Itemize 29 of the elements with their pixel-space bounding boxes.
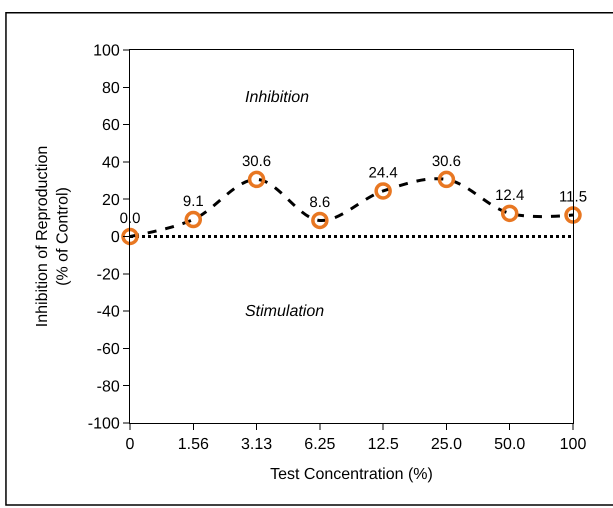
y-tick-label: 0 bbox=[110, 229, 120, 246]
y-tick-label: 80 bbox=[102, 80, 120, 97]
data-label: 12.4 bbox=[495, 186, 524, 204]
y-axis-title: Inhibition of Reproduction (% of Control) bbox=[34, 146, 72, 328]
y-tick-label: 60 bbox=[102, 117, 120, 134]
y-tick-label: 100 bbox=[93, 42, 120, 60]
y-tick-label: 40 bbox=[102, 154, 120, 172]
data-label: 24.4 bbox=[368, 164, 398, 182]
y-tick-label: -20 bbox=[96, 266, 120, 284]
annotation: Stimulation bbox=[245, 303, 324, 320]
data-label: 8.6 bbox=[309, 194, 330, 211]
x-tick-label: 100 bbox=[560, 436, 586, 454]
x-tick-label: 25.0 bbox=[430, 436, 462, 454]
y-tick-label: -100 bbox=[88, 416, 120, 433]
x-tick-label: 6.25 bbox=[304, 436, 336, 454]
x-axis-title: Test Concentration (%) bbox=[270, 466, 433, 483]
y-tick-label: 20 bbox=[102, 192, 120, 209]
x-tick-label: 12.5 bbox=[368, 436, 399, 454]
x-tick-label: 50.0 bbox=[494, 436, 526, 454]
data-label: 30.6 bbox=[242, 152, 272, 170]
y-tick-label: -60 bbox=[96, 341, 120, 358]
x-tick-label: 0 bbox=[126, 436, 135, 454]
data-label: 9.1 bbox=[182, 193, 204, 210]
y-tick-label: -80 bbox=[96, 378, 120, 396]
x-tick-label: 1.56 bbox=[178, 436, 209, 454]
y-tick-label: -40 bbox=[96, 304, 120, 321]
annotation: Inhibition bbox=[245, 89, 310, 106]
data-label: 30.6 bbox=[432, 152, 462, 170]
x-tick-label: 3.13 bbox=[241, 436, 272, 454]
